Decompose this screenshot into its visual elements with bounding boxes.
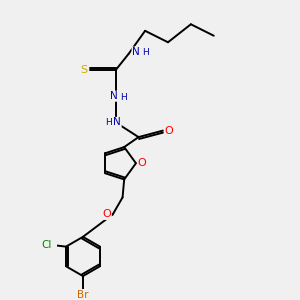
Text: H: H [121, 93, 127, 102]
Text: H: H [142, 48, 149, 57]
Text: O: O [164, 126, 173, 136]
Text: O: O [137, 158, 146, 168]
Text: Cl: Cl [41, 240, 52, 250]
Text: S: S [80, 65, 87, 75]
Text: N: N [110, 91, 118, 101]
Text: O: O [103, 209, 111, 219]
Text: H: H [105, 118, 112, 127]
Text: N: N [113, 117, 121, 128]
Text: Br: Br [77, 290, 89, 300]
Text: N: N [132, 47, 140, 57]
